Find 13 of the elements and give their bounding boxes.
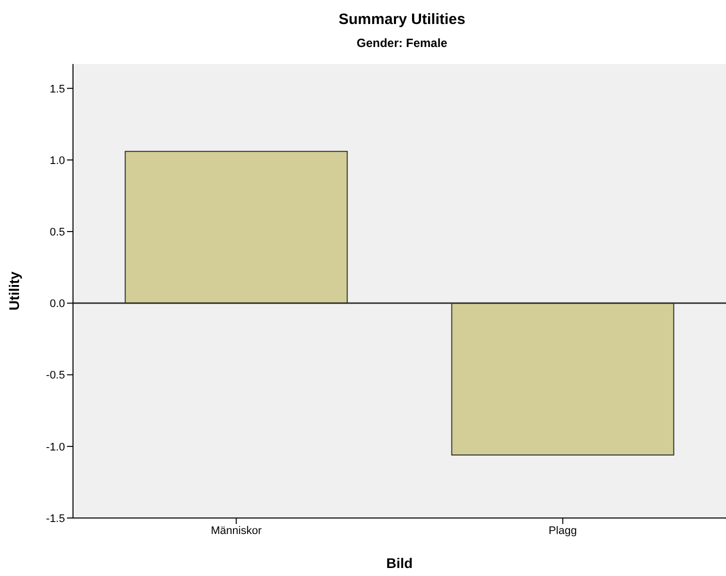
- y-axis-title: Utility: [6, 271, 22, 310]
- x-axis-title: Bild: [386, 555, 413, 571]
- y-tick-label: 0.5: [50, 226, 65, 238]
- chart-subtitle: Gender: Female: [356, 35, 448, 52]
- chart-title: Summary Utilities: [338, 10, 466, 30]
- x-tick-label: Människor: [210, 524, 262, 537]
- y-tick-label: -1.5: [46, 512, 65, 525]
- x-tick-label: Plagg: [548, 524, 577, 537]
- y-tick-label: -0.5: [46, 370, 65, 382]
- y-tick-label: 0.0: [50, 298, 65, 310]
- y-tick-label: 1.0: [50, 154, 65, 167]
- y-tick-label: 1.5: [50, 83, 65, 96]
- y-tick-label: -1.0: [46, 441, 65, 454]
